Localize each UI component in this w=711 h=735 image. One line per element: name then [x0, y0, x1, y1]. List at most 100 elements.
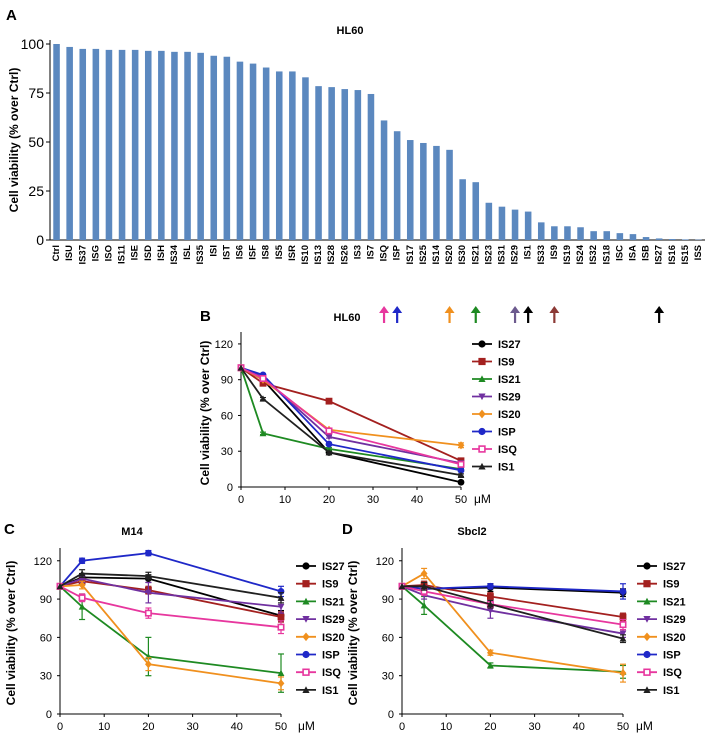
panel-a-x-tick-label: ISE: [130, 245, 141, 260]
panel-a-x-tick-label: IS30: [457, 245, 468, 265]
panel-c-legend-item-ISP: ISP: [296, 650, 340, 662]
panel-a-x-tick-label: Ctrl: [51, 245, 62, 261]
panel-d-y-tick-label: 60: [382, 632, 394, 644]
panel-a-x-tick-label: IS15: [680, 244, 691, 264]
panel-c-x-tick-label: 20: [142, 721, 154, 733]
panel-a-bar-IS31: [498, 206, 506, 240]
panel-a-arrow-IS9: [549, 306, 560, 323]
panel-b-legend-item-IS9: IS9: [472, 357, 515, 369]
panel-b-point-IS9: [325, 397, 333, 405]
panel-a-bar-ISH: [158, 50, 165, 240]
panel-d-series-IS20: [398, 567, 627, 683]
panel-b-legend-item-IS29: IS29: [472, 392, 521, 404]
panel-c-legend-marker: [302, 616, 310, 623]
panel-b-legend-item-IS27: IS27: [472, 339, 521, 351]
panel-d-legend-item-ISQ: ISQ: [637, 667, 682, 679]
panel-b-x-tick-label: 20: [323, 494, 335, 506]
panel-d-legend-marker: [643, 616, 651, 623]
panel-d-legend-marker: [643, 686, 651, 693]
panel-c-y-tick-label: 30: [40, 671, 52, 683]
panel-a-arrow-head: [523, 306, 534, 313]
panel-c-series-ISQ: [56, 582, 285, 635]
panel-c-y-tick-label: 0: [46, 709, 52, 721]
panel-b-legend-label: IS9: [498, 357, 515, 369]
panel-a-bar-IS35: [197, 52, 204, 240]
panel-a-x-tick-label: IS28: [326, 245, 337, 265]
panel-d-point-IS20: [487, 648, 494, 657]
panel-d-point-ISP: [487, 582, 494, 590]
panel-a-arrow-IS1: [523, 306, 534, 323]
panel-a-x-tick-label: IS9: [549, 245, 560, 259]
panel-a-bar-IS37: [79, 48, 87, 241]
panel-d-legend-label: IS9: [663, 579, 680, 591]
panel-d-x-tick-label: 0: [399, 721, 405, 733]
panel-d-line-chart: Sbcl2 Cell viability (% over Ctrl) μM 0 3…: [346, 526, 686, 733]
panel-a-x-tick-label: IS35: [195, 244, 206, 264]
panel-a-x-tick-label: IS11: [117, 244, 128, 264]
panel-b-line-IS20: [240, 366, 462, 447]
panel-a-x-tick-label: IS25: [418, 244, 429, 264]
panel-a-x-tick-label: ISS: [693, 245, 704, 260]
panel-d-point-IS29: [619, 630, 627, 637]
panel-d-legend-marker: [643, 668, 651, 676]
panel-b-line-ISP: [240, 366, 462, 472]
panel-a-x-tick-label: IST: [221, 245, 232, 260]
panel-a-title: HL60: [337, 25, 364, 37]
panel-c-legend-marker: [302, 686, 310, 693]
panel-d-legend-item-IS27: IS27: [637, 561, 686, 573]
panel-c-legend-label: IS29: [322, 614, 345, 626]
panel-a-bar-IS10: [302, 77, 309, 240]
panel-d-y-tick-label: 90: [382, 594, 394, 606]
panel-a-x-tick-label: IS13: [313, 245, 324, 265]
panel-a-bar-IS14: [433, 145, 440, 240]
panel-a-bar-IS23: [485, 202, 493, 240]
panel-a-bar-ISP: [393, 131, 401, 240]
panel-a-x-tick-label: ISP: [392, 244, 403, 260]
panel-a-bar-ISO: [105, 49, 113, 240]
panel-a-bar-ISL: [184, 51, 191, 241]
panel-b-x-tick-label: 50: [455, 494, 467, 506]
panel-a-x-tick-label: IS5: [274, 244, 285, 259]
panel-d-legend-item-ISP: ISP: [637, 650, 681, 662]
panel-a-y-tick-label: 0: [36, 232, 44, 248]
panel-b-legend-marker: [478, 409, 486, 419]
panel-b-point-ISP: [325, 440, 333, 448]
panel-d-point-IS20: [619, 669, 627, 678]
panel-c-series-IS20: [56, 580, 285, 691]
panel-c-point-IS21: [277, 669, 285, 677]
panel-d-x-tick-label: 50: [617, 721, 629, 733]
panel-c-legend-marker: [302, 632, 310, 642]
panel-a-bar-IS6: [236, 61, 244, 240]
panel-a-bar-IS33: [537, 222, 545, 240]
panel-b-legend-item-IS20: IS20: [472, 409, 521, 421]
panel-c-point-IS20: [78, 580, 86, 590]
panel-b-legend-marker: [478, 427, 486, 436]
panel-b-legend-label: IS27: [498, 339, 521, 351]
panel-d-y-axis-label: Cell viability (% over Ctrl): [346, 561, 360, 706]
panel-a-bar-IS30: [459, 179, 466, 240]
panel-c-legend-marker: [302, 562, 310, 570]
panel-d-x-tick-label: 30: [528, 721, 540, 733]
panel-c-point-IS1: [78, 570, 86, 577]
panel-label-a: A: [6, 7, 17, 24]
panel-b-x-tick-label: 10: [279, 494, 291, 506]
panel-a-arrow-IS20: [444, 306, 455, 323]
panel-c-legend-marker: [302, 597, 310, 605]
panel-b-legend-label: IS1: [498, 462, 515, 474]
panel-b-y-tick-label: 60: [221, 410, 233, 422]
panel-a-x-tick-label: ISO: [103, 245, 114, 261]
panel-d-legend-item-IS20: IS20: [637, 632, 686, 644]
panel-a-bar-ISR: [289, 71, 296, 240]
panel-d-y-tick-label: 30: [382, 671, 394, 683]
panel-d-legend-item-IS21: IS21: [637, 596, 686, 608]
panel-a-bar-IS25: [420, 142, 427, 240]
panel-a-bar-IS17: [406, 140, 414, 240]
panel-d-point-ISP: [619, 588, 627, 595]
panel-d-legend-item-IS1: IS1: [637, 685, 680, 697]
panel-d-legend-marker: [643, 580, 651, 588]
panel-b-legend-marker: [478, 375, 486, 383]
panel-a-x-tick-label: ISU: [64, 245, 75, 261]
panel-c-point-ISQ: [78, 594, 86, 602]
panel-a-bar-chart: HL60 Cell viability (% over Ctrl) 0 25 50 7…: [7, 25, 705, 323]
panel-a-bar-IS7: [367, 93, 375, 240]
